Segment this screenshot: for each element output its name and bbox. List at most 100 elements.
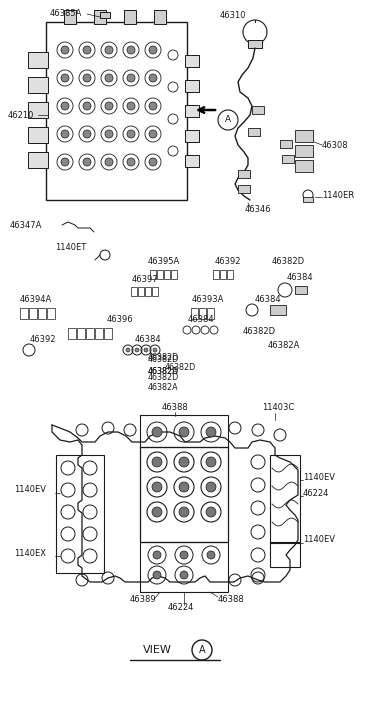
Bar <box>145 287 151 296</box>
Circle shape <box>179 482 189 492</box>
Bar <box>185 105 199 117</box>
Text: 46395A: 46395A <box>148 257 180 267</box>
Text: VIEW: VIEW <box>143 645 172 655</box>
Bar <box>46 22 187 200</box>
Circle shape <box>179 457 189 467</box>
Bar <box>47 308 55 319</box>
Circle shape <box>152 457 162 467</box>
Circle shape <box>127 74 135 82</box>
Bar <box>303 197 313 202</box>
Text: 1140ER: 1140ER <box>322 191 354 201</box>
Circle shape <box>83 46 91 54</box>
Circle shape <box>206 427 216 437</box>
Text: 1140EV: 1140EV <box>303 473 335 483</box>
Text: 46384: 46384 <box>287 273 314 283</box>
Bar <box>185 80 199 92</box>
Bar <box>138 287 144 296</box>
Circle shape <box>149 102 157 110</box>
Bar <box>220 270 226 279</box>
Text: 46385A: 46385A <box>50 9 82 18</box>
Bar <box>171 270 177 279</box>
Text: 1140EX: 1140EX <box>14 548 46 558</box>
Circle shape <box>180 571 188 579</box>
Text: 46310: 46310 <box>220 10 246 20</box>
Bar <box>28 77 48 93</box>
Bar <box>270 542 300 567</box>
Text: 46384: 46384 <box>255 295 281 305</box>
Circle shape <box>126 348 130 352</box>
Circle shape <box>127 102 135 110</box>
Bar <box>28 52 48 68</box>
Text: 46347A: 46347A <box>10 220 42 230</box>
Circle shape <box>105 46 113 54</box>
Bar <box>227 270 233 279</box>
Circle shape <box>152 482 162 492</box>
Text: 46382D: 46382D <box>165 364 196 372</box>
Bar <box>185 130 199 142</box>
Text: 46346: 46346 <box>245 206 272 214</box>
Text: 46382D: 46382D <box>148 353 179 363</box>
Text: 46392: 46392 <box>215 257 242 267</box>
Circle shape <box>144 348 148 352</box>
Circle shape <box>83 130 91 138</box>
Circle shape <box>152 427 162 437</box>
Circle shape <box>83 74 91 82</box>
Bar <box>150 270 156 279</box>
Circle shape <box>180 551 188 559</box>
Text: 46382D: 46382D <box>148 374 179 382</box>
Text: 46388: 46388 <box>162 403 188 412</box>
Bar <box>56 455 104 573</box>
Circle shape <box>179 427 189 437</box>
Circle shape <box>207 551 215 559</box>
Bar <box>270 305 286 315</box>
Bar <box>207 308 214 319</box>
Bar <box>104 328 112 339</box>
Bar <box>100 12 110 18</box>
Bar <box>68 328 76 339</box>
Text: 46382D: 46382D <box>272 257 305 267</box>
Circle shape <box>149 46 157 54</box>
Text: 46392: 46392 <box>30 335 56 345</box>
Circle shape <box>61 74 69 82</box>
Bar <box>154 10 166 24</box>
Text: A: A <box>225 116 231 124</box>
Text: 1140ET: 1140ET <box>55 244 86 252</box>
Text: A: A <box>199 645 205 655</box>
Bar <box>295 145 313 157</box>
Circle shape <box>206 482 216 492</box>
Circle shape <box>61 130 69 138</box>
Bar <box>238 170 250 178</box>
Bar <box>29 308 37 319</box>
Text: 1140EV: 1140EV <box>303 536 335 545</box>
Circle shape <box>206 507 216 517</box>
Text: 46224: 46224 <box>168 603 194 613</box>
Bar <box>124 10 136 24</box>
Circle shape <box>61 158 69 166</box>
Circle shape <box>105 158 113 166</box>
Bar <box>38 308 46 319</box>
Bar <box>28 127 48 143</box>
Circle shape <box>153 571 161 579</box>
Circle shape <box>83 158 91 166</box>
Bar <box>185 55 199 67</box>
Bar <box>95 328 103 339</box>
Bar <box>157 270 163 279</box>
Bar <box>248 128 260 136</box>
Text: 46394A: 46394A <box>20 295 52 305</box>
Circle shape <box>127 46 135 54</box>
Bar <box>164 270 170 279</box>
Bar <box>86 328 94 339</box>
Text: 46382D: 46382D <box>148 368 179 377</box>
Text: 46384: 46384 <box>188 316 214 324</box>
Bar <box>28 152 48 168</box>
Circle shape <box>83 102 91 110</box>
Bar <box>185 155 199 167</box>
Text: 46388: 46388 <box>218 595 245 604</box>
Bar <box>64 10 76 24</box>
Bar <box>94 10 106 24</box>
Circle shape <box>149 158 157 166</box>
Circle shape <box>105 74 113 82</box>
Bar <box>295 286 307 294</box>
Circle shape <box>61 102 69 110</box>
Bar <box>280 140 292 148</box>
